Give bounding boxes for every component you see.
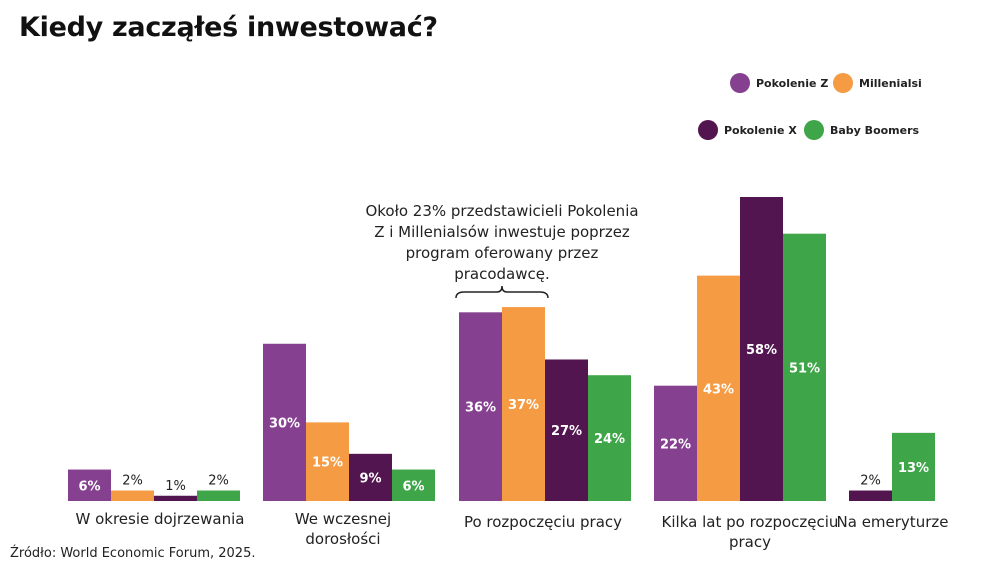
legend-swatch: [698, 120, 718, 140]
bar-pokolenie-x-3: [740, 197, 783, 501]
legend-label: Baby Boomers: [830, 123, 920, 137]
category-label-4: Na emeryturze: [836, 513, 949, 531]
data-label: 6%: [78, 479, 100, 494]
legend-item-pokolenie-x: Pokolenie X: [698, 120, 797, 140]
legend-swatch: [804, 120, 824, 140]
legend-item-millenialsi: Millenialsi: [833, 73, 922, 93]
bar-pokolenie-x-2: [545, 359, 588, 501]
bar-baby-boomers-2: [588, 375, 631, 501]
bar-baby-boomers-0: [197, 490, 240, 501]
data-label: 36%: [465, 401, 496, 416]
chart-title: Kiedy zacząłeś inwestować?: [19, 12, 438, 43]
category-label-1: We wczesnej dorosłości: [294, 510, 392, 548]
data-label: 27%: [551, 424, 582, 439]
bar-baby-boomers-3: [783, 233, 826, 502]
bar-baby-boomers-4: [892, 432, 935, 501]
data-label: 9%: [359, 471, 381, 486]
data-label: 24%: [594, 432, 625, 447]
bar-pokolenie-z-1: [263, 343, 306, 501]
legend-label: Millenialsi: [859, 76, 922, 90]
bar-pokolenie-x-0: [154, 495, 197, 501]
bar-pokolenie-z-3: [654, 385, 697, 501]
data-label: 2%: [122, 474, 143, 489]
legend-swatch: [833, 73, 853, 93]
annotation-brace: [455, 285, 549, 299]
data-label: 6%: [402, 479, 424, 494]
data-label: 13%: [898, 461, 929, 476]
data-label: 30%: [269, 416, 300, 431]
bar-millenialsi-2: [502, 307, 545, 501]
bar-pokolenie-z-2: [459, 312, 502, 501]
data-label: 58%: [746, 343, 777, 358]
data-label: 1%: [165, 479, 186, 494]
legend-item-pokolenie-z: Pokolenie Z: [730, 73, 828, 93]
bar-millenialsi-0: [111, 490, 154, 501]
data-label: 51%: [789, 361, 820, 376]
category-label-2: Po rozpoczęciu pracy: [463, 513, 623, 531]
bar-millenialsi-1: [306, 422, 349, 501]
data-label: 2%: [208, 474, 229, 489]
annotation-text: Około 23% przedstawicieli Pokolenia Z i …: [365, 202, 639, 283]
legend-label: Pokolenie X: [724, 123, 797, 137]
source-note: Źródło: World Economic Forum, 2025.: [10, 546, 256, 561]
data-label: 15%: [312, 456, 343, 471]
data-label: 2%: [860, 474, 881, 489]
legend-swatch: [730, 73, 750, 93]
bar-pokolenie-x-1: [349, 453, 392, 501]
bar-millenialsi-3: [697, 275, 740, 501]
data-label: 22%: [660, 437, 691, 452]
legend-label: Pokolenie Z: [756, 76, 829, 90]
bar-pokolenie-x-4: [849, 490, 892, 501]
bar-baby-boomers-1: [392, 469, 435, 501]
legend-item-baby-boomers: Baby Boomers: [804, 120, 919, 140]
bar-pokolenie-z-0: [68, 469, 111, 501]
category-label-0: W okresie dojrzewania: [75, 510, 245, 528]
category-label-3: Kilka lat po rozpoczęciu pracy: [661, 513, 839, 551]
data-label: 37%: [508, 398, 539, 413]
data-label: 43%: [703, 382, 734, 397]
